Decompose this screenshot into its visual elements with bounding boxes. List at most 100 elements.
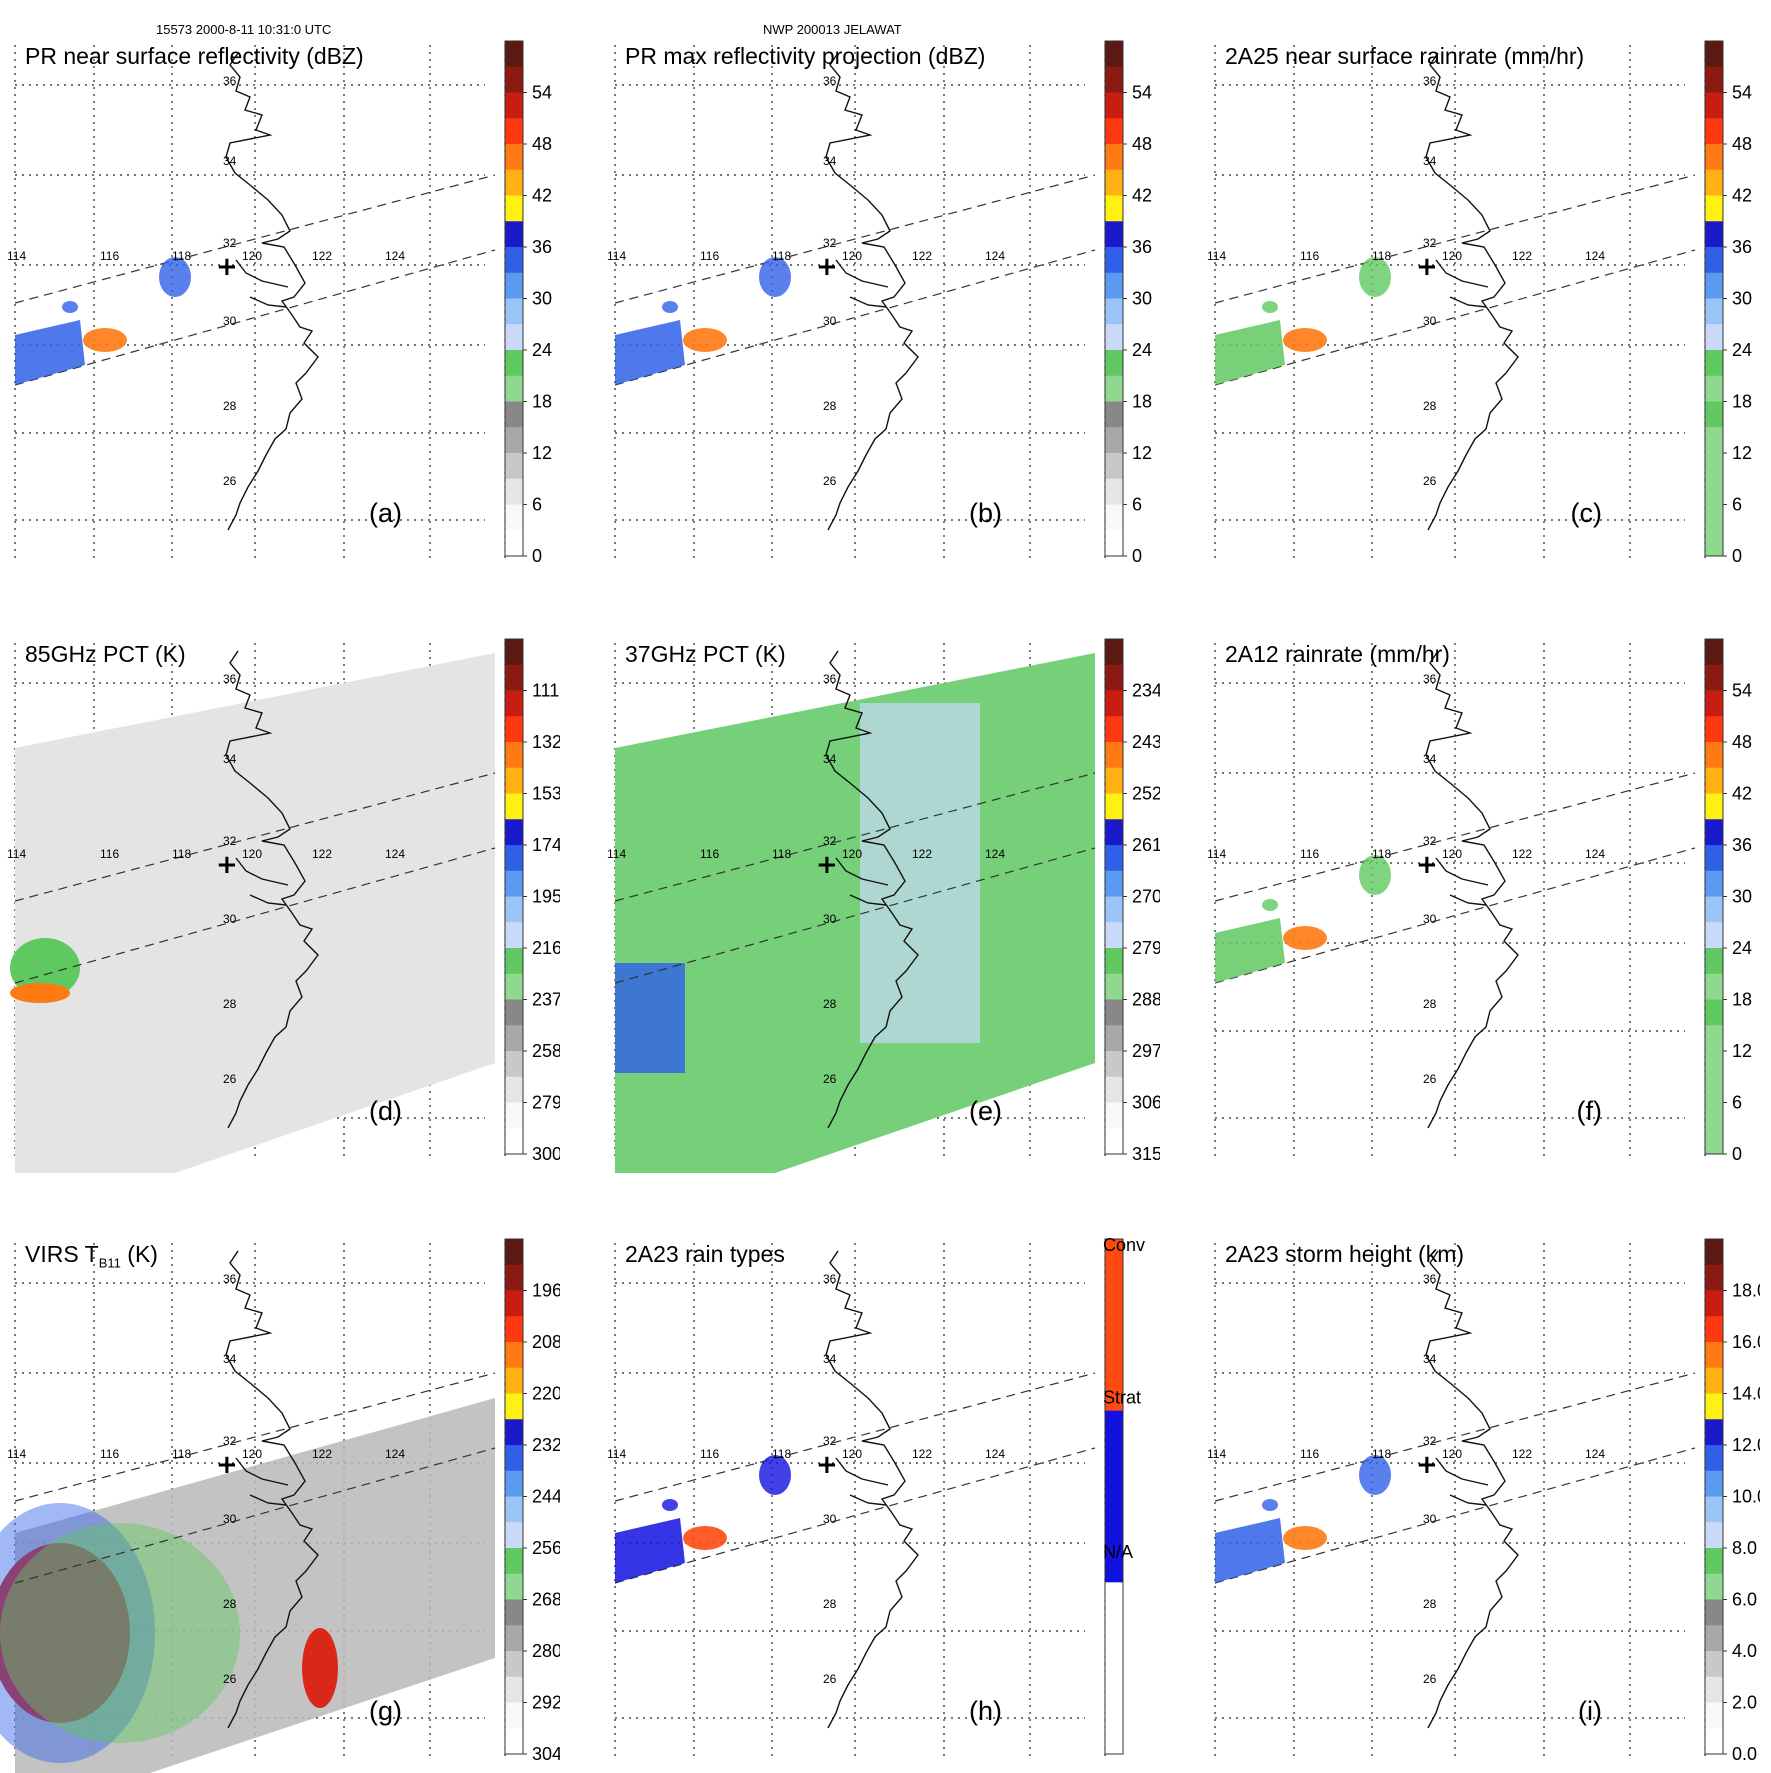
colorbar-tick-label: 48 — [1732, 134, 1752, 154]
colorbar-swatch — [1105, 195, 1123, 222]
colorbar-swatch — [1105, 247, 1123, 274]
colorbar-swatch — [505, 247, 523, 274]
colorbar-swatch — [1105, 144, 1123, 171]
colorbar-swatch — [1105, 350, 1123, 377]
lon-label: 114 — [7, 1447, 26, 1461]
colorbar-tick-label: 54 — [1732, 83, 1752, 103]
colorbar-swatch — [505, 870, 523, 897]
lat-label: 32 — [1423, 1434, 1437, 1448]
colorbar-swatch — [1705, 1025, 1723, 1052]
lon-label: 124 — [1585, 1447, 1605, 1461]
colorbar-swatch — [1105, 66, 1123, 93]
precip-echoes — [615, 1455, 791, 1583]
colorbar-swatch — [1105, 298, 1123, 325]
colorbar-b: 54 48 42 36 30 24 18 12 6 0 — [1104, 40, 1152, 566]
colorbar-swatch — [1705, 819, 1723, 846]
coastline — [225, 1250, 319, 1729]
lon-label: 118 — [1372, 249, 1391, 263]
pr-swath-edges — [1214, 772, 1696, 984]
colorbar-swatch — [1705, 41, 1723, 68]
colorbar-a: 54 48 42 36 30 24 18 12 6 0 — [504, 40, 552, 566]
colorbar-tick-label: 244 — [532, 1487, 560, 1507]
storm-center-marker: + — [216, 1450, 238, 1480]
lon-label: 124 — [385, 1447, 405, 1461]
map-plot-g: +114 116 118 120 122 124 36 34 32 30 28 26 196 208 220… — [0, 1238, 560, 1773]
panel-e: +114 116 118 120 122 124 36 34 32 30 28 26 234 243 252… — [600, 633, 1160, 1173]
lon-label: 120 — [242, 847, 262, 861]
lon-label: 122 — [1512, 249, 1532, 263]
lat-label: 30 — [823, 314, 837, 328]
lon-label: 118 — [772, 249, 791, 263]
lat-label: 30 — [823, 1512, 837, 1526]
lon-label: 116 — [1300, 249, 1319, 263]
colorbar-tick-label: 0.0 — [1732, 1744, 1757, 1764]
colorbar-f: 54 48 42 36 30 24 18 12 6 0 — [1704, 638, 1752, 1164]
colorbar-swatch — [505, 664, 523, 691]
colorbar-tick-label: 6 — [1132, 495, 1142, 515]
storm-center-marker: + — [816, 1450, 838, 1480]
lon-label: 118 — [172, 249, 191, 263]
colorbar-swatch — [505, 793, 523, 820]
colorbar-tick-label: 0 — [532, 546, 542, 566]
lon-label: 122 — [312, 249, 332, 263]
colorbar-tick-label: 18 — [1132, 392, 1152, 412]
colorbar-d: 111 132 153 174 195 216 237 258 279 300 — [504, 638, 560, 1164]
colorbar-tick-label: 234 — [1132, 681, 1160, 701]
map-plot-e: +114 116 118 120 122 124 36 34 32 30 28 26 234 243 252… — [607, 638, 1160, 1173]
panel-title: 2A23 rain types — [625, 1241, 785, 1267]
colorbar-swatch — [505, 973, 523, 1000]
colorbar-swatch — [1105, 1128, 1123, 1155]
colorbar-swatch — [1105, 1076, 1123, 1103]
coastline — [1425, 1250, 1519, 1729]
colorbar-swatch — [1105, 870, 1123, 897]
precip-echoes — [1215, 1455, 1391, 1583]
colorbar-tick-label: 279 — [532, 1093, 560, 1113]
colorbar-swatch — [505, 1367, 523, 1394]
colorbar-swatch — [505, 639, 523, 666]
colorbar-swatch — [505, 1419, 523, 1446]
colorbar-tick-label: 18 — [1732, 990, 1752, 1010]
lat-label: 28 — [223, 1597, 237, 1611]
colorbar-swatch — [1105, 639, 1123, 666]
lat-label: 30 — [1423, 1512, 1437, 1526]
panel-title: 85GHz PCT (K) — [25, 641, 186, 667]
colorbar-tick-label: 54 — [1132, 83, 1152, 103]
lat-lon-grid — [1214, 45, 1706, 560]
colorbar-tick-label: 24 — [532, 340, 552, 360]
storm-center-marker: + — [216, 850, 238, 880]
colorbar-swatch — [505, 1625, 523, 1652]
colorbar-swatch — [1705, 1290, 1723, 1317]
lon-label: 122 — [1512, 1447, 1532, 1461]
colorbar-tick-label: 195 — [532, 887, 560, 907]
colorbar-i: 18.0 16.0 14.0 12.0 10.0 8.0 6.0 4.0 2.0 0.0 — [1704, 1238, 1760, 1764]
colorbar-tick-label: 208 — [532, 1332, 560, 1352]
colorbar-swatch — [1705, 1102, 1723, 1129]
colorbar-swatch — [1705, 1316, 1723, 1343]
lat-label: 32 — [823, 834, 837, 848]
colorbar-swatch — [1105, 742, 1123, 769]
map-plot-a: +114 116 118 120 122 124363432302826544842363… — [7, 40, 552, 566]
colorbar-tick-label: 315 — [1132, 1144, 1160, 1164]
cloud-edge — [0, 1523, 240, 1743]
colorbar-tick-label: 54 — [1732, 681, 1752, 701]
colorbar-swatch — [1105, 1025, 1123, 1052]
colorbar-tick-label: 292 — [532, 1693, 560, 1713]
colorbar-swatch — [1105, 664, 1123, 691]
lon-label: 122 — [912, 249, 932, 263]
lat-label: 32 — [223, 834, 237, 848]
lat-label: 28 — [823, 1597, 837, 1611]
colorbar-tick-label: 36 — [1732, 835, 1752, 855]
colorbar-swatch — [505, 690, 523, 717]
colorbar-tick-label: 297 — [1132, 1041, 1160, 1061]
panel-title: 2A12 rainrate (mm/hr) — [1225, 641, 1450, 667]
cold-cloud-top — [0, 1543, 130, 1723]
lat-lon-grid — [14, 45, 506, 560]
colorbar-swatch — [505, 144, 523, 171]
lat-label: 36 — [823, 672, 837, 686]
colorbar-tick-label: 48 — [1732, 732, 1752, 752]
lat-label: 34 — [223, 154, 237, 168]
lon-label: 116 — [1300, 847, 1319, 861]
colorbar-tick-label: 268 — [532, 1590, 560, 1610]
colorbar-swatch — [505, 1728, 523, 1755]
colorbar-swatch — [1105, 819, 1123, 846]
